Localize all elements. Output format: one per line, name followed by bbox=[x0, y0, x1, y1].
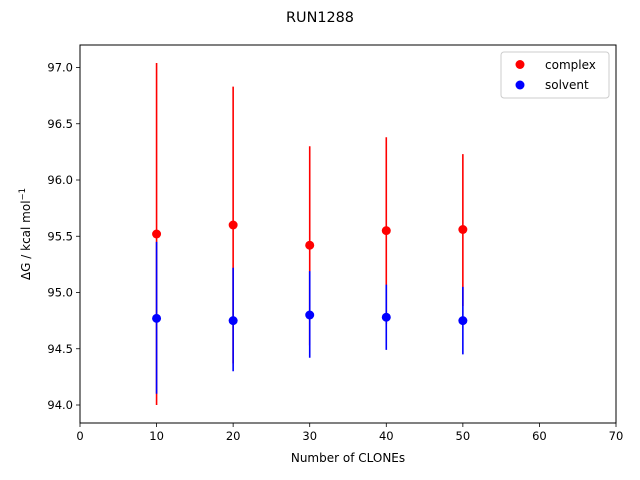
y-axis-label: ΔG / kcal mol−1 bbox=[18, 188, 33, 280]
y-tick-label: 95.5 bbox=[47, 229, 73, 243]
point-solvent bbox=[458, 316, 468, 326]
y-tick-label: 96.0 bbox=[47, 173, 73, 187]
x-tick-label: 0 bbox=[76, 429, 83, 443]
ticks-layer: 0 10 20 30 40 50 60 70 94.0 94.5 95.0 95.5 96.0 96.5 9… bbox=[47, 61, 623, 444]
legend-marker-solvent bbox=[515, 80, 525, 90]
point-complex bbox=[305, 240, 315, 250]
legend-label-solvent: solvent bbox=[545, 78, 589, 92]
y-axis-label-text: ΔG / kcal mol bbox=[19, 200, 33, 280]
y-tick-label: 97.0 bbox=[47, 61, 73, 75]
legend-frame bbox=[500, 51, 610, 99]
x-tick-label: 50 bbox=[456, 429, 471, 443]
point-solvent bbox=[228, 316, 238, 326]
y-tick-label: 94.0 bbox=[47, 398, 73, 412]
x-tick-label: 70 bbox=[609, 429, 624, 443]
plot-area-frame bbox=[79, 44, 617, 424]
point-solvent bbox=[305, 310, 315, 320]
y-tick-label: 94.5 bbox=[47, 342, 73, 356]
x-tick-label: 60 bbox=[532, 429, 547, 443]
x-tick-label: 40 bbox=[379, 429, 394, 443]
y-tick-label: 95.0 bbox=[47, 286, 73, 300]
y-tick-label: 96.5 bbox=[47, 117, 73, 131]
legend-label-complex: complex bbox=[545, 58, 596, 72]
legend-marker-complex bbox=[515, 60, 525, 69]
x-axis-label: Number of CLONEs bbox=[291, 451, 405, 465]
series-layer bbox=[152, 63, 468, 405]
x-tick-label: 20 bbox=[226, 429, 241, 443]
point-complex bbox=[152, 229, 162, 239]
y-axis-label-exponent: −1 bbox=[18, 188, 28, 201]
x-tick-label: 10 bbox=[149, 429, 164, 443]
legend: complex solvent bbox=[500, 51, 610, 99]
x-tick-label: 30 bbox=[302, 429, 317, 443]
chart-title: RUN1288 bbox=[286, 10, 354, 26]
point-complex bbox=[381, 226, 391, 236]
point-complex bbox=[458, 225, 468, 234]
point-solvent bbox=[381, 312, 391, 322]
point-solvent bbox=[152, 313, 162, 323]
point-complex bbox=[228, 220, 238, 230]
